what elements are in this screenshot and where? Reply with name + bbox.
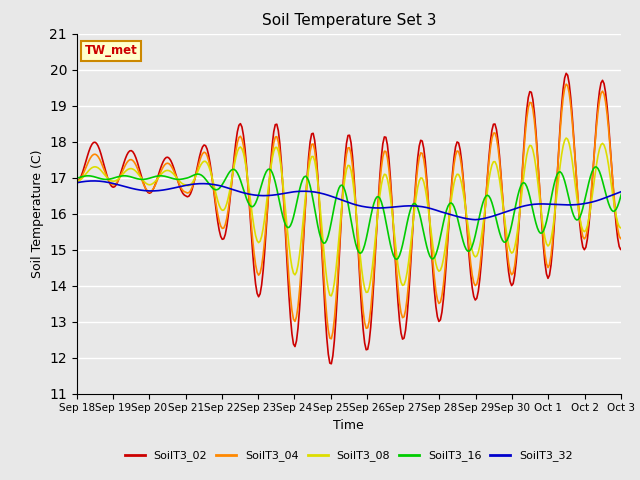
Title: Soil Temperature Set 3: Soil Temperature Set 3 <box>262 13 436 28</box>
Text: TW_met: TW_met <box>85 44 138 58</box>
Legend: SoilT3_02, SoilT3_04, SoilT3_08, SoilT3_16, SoilT3_32: SoilT3_02, SoilT3_04, SoilT3_08, SoilT3_… <box>120 446 577 466</box>
Y-axis label: Soil Temperature (C): Soil Temperature (C) <box>31 149 44 278</box>
X-axis label: Time: Time <box>333 419 364 432</box>
